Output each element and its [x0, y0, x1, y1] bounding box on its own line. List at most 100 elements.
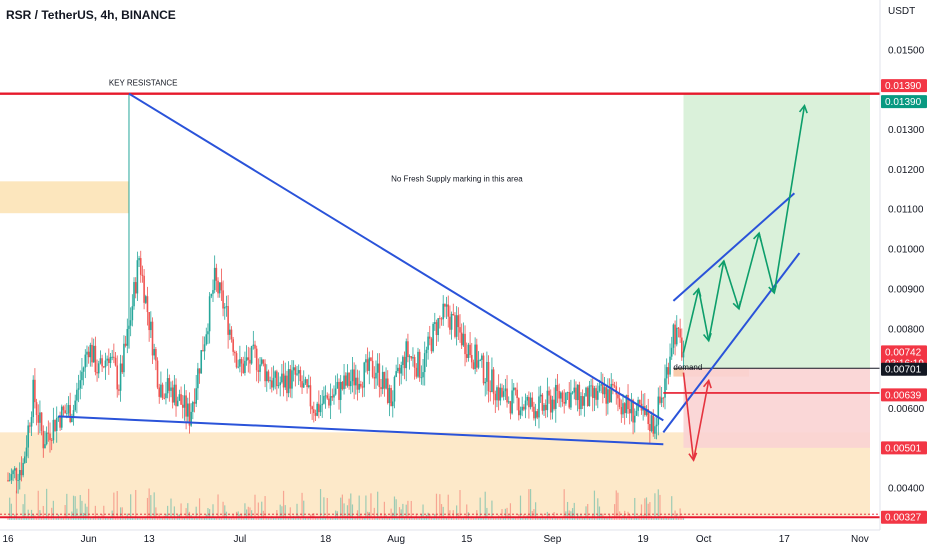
- volume-bar: [514, 517, 517, 520]
- candle-body: [664, 378, 666, 398]
- volume-bar: [288, 517, 290, 520]
- bullish-projection-segment: [738, 232, 760, 310]
- candle-body: [514, 387, 517, 390]
- volume-bar: [476, 510, 478, 520]
- volume-bar: [353, 517, 355, 520]
- candle-body: [361, 386, 364, 388]
- candle-body: [49, 433, 51, 441]
- candle-body: [151, 321, 154, 356]
- candle-body: [153, 349, 155, 356]
- candle-body: [291, 370, 293, 389]
- volume-bar: [343, 503, 345, 520]
- volume-bar: [274, 517, 276, 520]
- volume-bar: [370, 493, 372, 520]
- price-badge: [881, 510, 927, 524]
- candle-body: [289, 369, 292, 389]
- volume-bar: [246, 509, 248, 520]
- volume-bar: [111, 510, 113, 520]
- volume-bar: [61, 518, 63, 520]
- candle-body: [499, 387, 502, 401]
- candle-body: [89, 344, 92, 358]
- volume-bar: [640, 504, 643, 520]
- candle-body: [99, 358, 102, 364]
- candle-body: [491, 369, 493, 393]
- volume-bar: [114, 517, 117, 520]
- candle-body: [307, 385, 310, 388]
- volume-bar: [467, 512, 470, 520]
- candle-body: [262, 359, 265, 364]
- candle-body: [489, 391, 492, 393]
- candle-body: [39, 412, 41, 423]
- candle-body: [66, 413, 68, 415]
- candle-body: [271, 380, 273, 388]
- candle-body: [247, 357, 250, 360]
- candle-body: [333, 394, 335, 398]
- volume-bar: [447, 494, 449, 520]
- candle-body: [523, 406, 525, 410]
- candle-body: [252, 344, 255, 346]
- volume-bar: [67, 516, 70, 520]
- candle-body: [655, 424, 658, 427]
- volume-bar: [666, 517, 668, 520]
- volume-bar: [652, 517, 654, 520]
- candle-body: [255, 348, 258, 371]
- candle-body: [67, 405, 70, 414]
- volume-bar: [299, 517, 301, 520]
- candle-body: [227, 306, 229, 335]
- volume-bar: [333, 517, 335, 520]
- candle-body: [339, 381, 342, 400]
- candle-body: [539, 394, 542, 397]
- volume-bar: [130, 494, 132, 520]
- candle-body: [82, 367, 85, 372]
- volume-bar: [624, 510, 626, 520]
- candle-body: [566, 392, 569, 393]
- candle-body: [313, 409, 315, 414]
- candle-body: [52, 419, 55, 441]
- candle-body: [45, 432, 48, 445]
- candle-body: [435, 322, 438, 336]
- trendline-descending-resistance: [128, 92, 664, 422]
- volume-bar: [402, 503, 404, 520]
- volume-bar: [365, 495, 367, 520]
- volume-bar: [654, 493, 656, 520]
- volume-bar: [94, 505, 96, 520]
- candle-body: [131, 306, 134, 321]
- candle-body: [585, 387, 587, 397]
- volume-bar: [185, 508, 187, 520]
- volume-bar: [25, 517, 28, 520]
- candle-body: [301, 381, 303, 388]
- bearish-projection-segment: [682, 372, 695, 461]
- volume-bar: [491, 500, 493, 520]
- candle-body: [397, 367, 399, 372]
- candle-body: [281, 373, 283, 383]
- volume-bar: [316, 517, 318, 520]
- candle-body: [104, 360, 107, 368]
- candle-body: [627, 395, 629, 410]
- volume-bar: [482, 517, 485, 520]
- candle-body: [407, 341, 409, 358]
- volume-bar: [182, 517, 184, 520]
- volume-bar: [156, 516, 159, 520]
- volume-bar: [24, 494, 26, 520]
- candle-body: [679, 328, 681, 338]
- volume-bar: [615, 490, 617, 520]
- candle-body: [675, 327, 678, 345]
- candle-body: [171, 387, 174, 403]
- candle-body: [213, 267, 216, 291]
- candle-body: [519, 410, 522, 416]
- candle-body: [249, 359, 251, 364]
- candle-body: [81, 371, 83, 381]
- volume-bar: [192, 517, 194, 520]
- volume-bar: [155, 507, 157, 520]
- volume-bar: [252, 517, 254, 520]
- candle-body: [161, 384, 164, 398]
- candle-body: [136, 260, 139, 294]
- volume-bar: [42, 505, 44, 520]
- candle-body: [59, 416, 61, 428]
- candle-body: [482, 355, 485, 384]
- volume-bar: [407, 500, 409, 520]
- volume-bar: [466, 504, 468, 520]
- candle-body: [568, 392, 571, 408]
- volume-bar: [202, 517, 204, 520]
